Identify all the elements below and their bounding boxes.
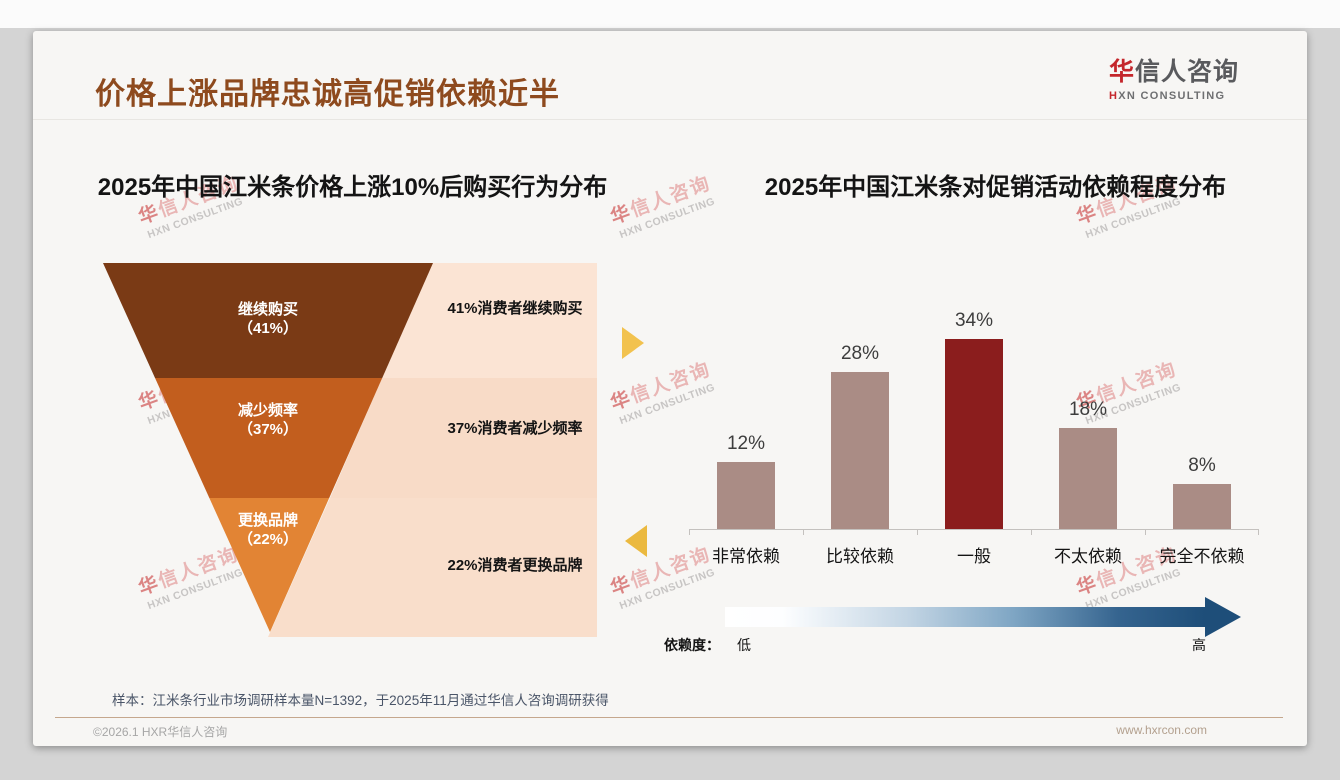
bar-不太依赖 — [1059, 428, 1117, 529]
dependency-gradient-arrow — [725, 607, 1205, 627]
copyright-text: ©2026.1 HXR华信人咨询 — [93, 725, 228, 739]
bar-category-label: 比较依赖 — [826, 547, 894, 566]
x-axis-line — [689, 529, 1259, 530]
bar-完全不依赖 — [1173, 484, 1231, 529]
gold-right-arrow-icon — [622, 327, 644, 359]
dependency-high-label: 高 — [1192, 637, 1206, 653]
funnel-chart: 继续购买 （41%） 减少频率 （37%） 更换品牌 （22%） 41%消费者继… — [103, 263, 597, 637]
logo-rest-chars: 信人咨询 — [1135, 58, 1240, 86]
dependency-low-label: 低 — [737, 637, 751, 653]
x-axis-tick — [1258, 529, 1259, 535]
gold-left-arrow-icon — [625, 525, 647, 557]
funnel-segment-1-label: 继续购买 （41%） — [103, 300, 433, 338]
x-axis-tick — [917, 529, 918, 535]
x-axis-tick — [1145, 529, 1146, 535]
bar-value-label: 18% — [1068, 399, 1108, 420]
company-logo: 华信人咨询 HXN CONSULTING — [1109, 58, 1240, 102]
logo-tagline: HXN CONSULTING — [1109, 90, 1239, 102]
segment-3-value: （22%） — [237, 531, 299, 548]
x-axis-tick — [1031, 529, 1032, 535]
slide-card: 价格上涨品牌忠诚高促销依赖近半 华信人咨询 HXN CONSULTING 202… — [33, 31, 1307, 746]
bar-一般 — [945, 339, 1003, 529]
funnel-panel-2 — [330, 378, 597, 498]
segment-1-name: 继续购买 — [237, 301, 298, 318]
funnel-panel-3 — [268, 498, 597, 637]
segment-1-value: （41%） — [237, 320, 299, 337]
funnel-segment-1 — [103, 263, 433, 378]
funnel-chart-title: 2025年中国江米条价格上涨10%后购买行为分布 — [97, 174, 608, 201]
bar-chart-title: 2025年中国江米条对促销活动依赖程度分布 — [764, 174, 1227, 201]
bar-category-label: 不太依赖 — [1054, 547, 1122, 566]
bar-非常依赖 — [717, 462, 775, 529]
funnel-annotation-3: 22%消费者更换品牌 — [447, 557, 583, 574]
page-title: 价格上涨品牌忠诚高促销依赖近半 — [95, 78, 560, 111]
funnel-annotation-1: 41%消费者继续购买 — [447, 300, 583, 317]
x-axis-tick — [689, 529, 690, 535]
logo-tagline-first: H — [1109, 89, 1119, 102]
funnel-segment-2-label: 减少频率 （37%） — [103, 401, 433, 439]
footer-divider — [55, 717, 1283, 718]
bar-value-label: 8% — [1188, 455, 1216, 476]
funnel-annotation-2: 37%消费者减少频率 — [447, 420, 583, 437]
x-axis-tick — [803, 529, 804, 535]
bar-category-label: 非常依赖 — [712, 547, 780, 566]
segment-2-value: （37%） — [237, 421, 299, 438]
sample-note: 样本：江米条行业市场调研样本量N=1392，于2025年11月通过华信人咨询调研… — [112, 693, 609, 708]
bar-value-label: 34% — [954, 310, 994, 331]
logo-chinese-name: 华信人咨询 — [1109, 58, 1240, 87]
bar-category-label: 完全不依赖 — [1159, 547, 1245, 566]
dependency-axis-label: 依赖度： — [664, 637, 720, 653]
bar-chart: 12% 非常依赖 28% 比较依赖 34% 一般 18% 不太依赖 8% 完全不依赖 — [689, 300, 1259, 566]
dependency-arrowhead-icon — [1205, 597, 1241, 637]
header-divider — [33, 119, 1307, 120]
logo-first-char: 华 — [1109, 58, 1136, 86]
bar-value-label: 28% — [840, 343, 880, 364]
viewer-top-strip — [0, 0, 1340, 28]
segment-2-name: 减少频率 — [237, 402, 298, 419]
logo-tagline-rest: XN CONSULTING — [1118, 89, 1226, 102]
bar-比较依赖 — [831, 372, 889, 529]
bar-category-label: 一般 — [957, 547, 991, 566]
segment-3-name: 更换品牌 — [237, 512, 298, 529]
website-url: www.hxrcon.com — [1116, 723, 1207, 737]
funnel-segment-3-label: 更换品牌 （22%） — [103, 511, 433, 549]
bar-value-label: 12% — [726, 433, 766, 454]
